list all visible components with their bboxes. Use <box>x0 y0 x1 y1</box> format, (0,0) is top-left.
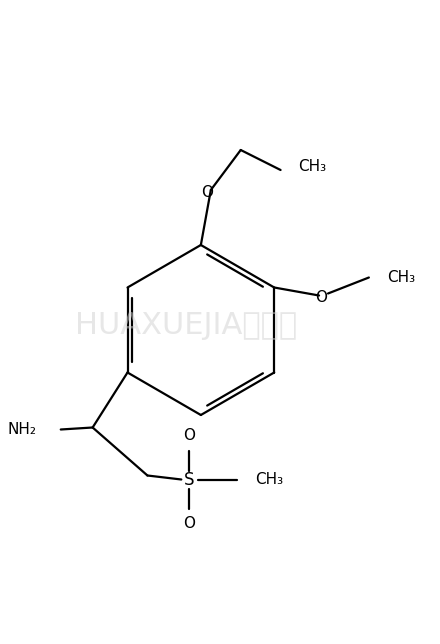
Text: CH₃: CH₃ <box>298 158 326 173</box>
Text: O: O <box>183 428 195 443</box>
Text: S: S <box>184 471 194 489</box>
Text: O: O <box>183 516 195 531</box>
Text: NH₂: NH₂ <box>8 422 37 437</box>
Text: HUAXUEJIA化学加: HUAXUEJIA化学加 <box>75 310 297 339</box>
Text: CH₃: CH₃ <box>387 270 415 285</box>
Text: O: O <box>315 290 327 305</box>
Text: O: O <box>201 184 213 200</box>
Text: CH₃: CH₃ <box>255 472 283 487</box>
